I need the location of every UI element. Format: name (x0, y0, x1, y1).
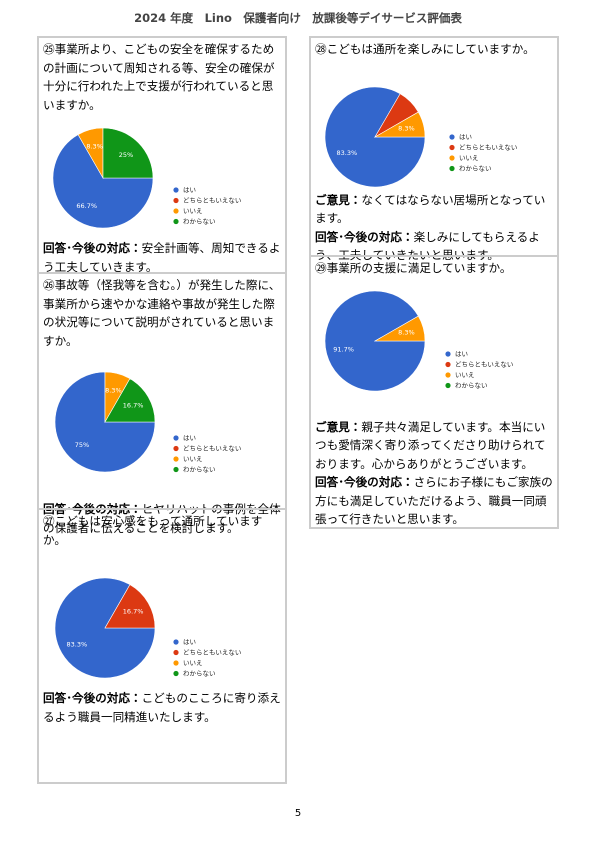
legend-swatch (173, 670, 179, 677)
legend-swatch (445, 350, 451, 357)
legend-label: いいえ (183, 659, 203, 667)
response-label: 回答･今後の対応： (43, 691, 142, 705)
opinion-text: なくてはならない居場所となっています。 (315, 192, 546, 226)
legend-swatch (449, 144, 455, 150)
pie-slice (104, 378, 156, 423)
pie-slice (373, 315, 426, 341)
data-label: 16.7% (123, 402, 144, 410)
pie-slice (52, 134, 154, 229)
legend-label: いいえ (455, 371, 475, 379)
legend-swatch (449, 133, 455, 140)
data-label: 16.7% (123, 608, 144, 616)
section: ㉗こどもは安心感をもって通所していますか。 83.3% 16.7% はいどちらともいえ… (39, 508, 285, 784)
right-column: ㉘こどもは通所を楽しみにしていますか。 83.3% 8.3% はい どちらともいえないい… (309, 36, 559, 529)
legend-label: どちらともいえない (459, 143, 517, 151)
pie-slice (104, 584, 156, 629)
legend-label: はい (183, 186, 196, 194)
section: ㉕事業所より、こどもの安全を確保するための計画について周知される等、安全の確保が… (39, 38, 285, 274)
legend-label: どちらともいえない (455, 360, 513, 368)
legend-label: わからない (459, 164, 492, 172)
legend-swatch (449, 154, 455, 161)
legend-label: いいえ (183, 207, 203, 215)
question: ㉘こどもは通所を楽しみにしていますか。 (315, 42, 535, 56)
data-label: 83.3% (337, 149, 358, 157)
left-column: ㉕事業所より、こどもの安全を確保するための計画について周知される等、安全の確保が… (37, 36, 287, 784)
question: ㉖事故等（怪我等を含む。）が発生した際に、事業所から速やかな連絡や事故が発生した… (43, 278, 281, 348)
legend-label: いいえ (183, 455, 203, 463)
legend-swatch (173, 197, 179, 204)
opinion-label: ご意見： (315, 419, 362, 434)
data-label: 8.3% (105, 387, 122, 395)
section: ㉖事故等（怪我等を含む。）が発生した際に、事業所から速やかな連絡や事故が発生した… (39, 272, 285, 535)
data-label: 8.3% (398, 328, 415, 336)
legend-swatch (173, 218, 179, 225)
data-label: 75% (75, 441, 89, 449)
data-label: 66.7% (76, 202, 97, 210)
pie-slice (54, 371, 156, 473)
legend-label: わからない (455, 381, 488, 389)
page-number: 5 (294, 808, 302, 819)
data-label: 91.7% (333, 345, 354, 353)
opinion: ご意見：親子共々満足しています。本当にいつも愛情深く寄り添ってくださり助けられて… (315, 418, 554, 474)
response-text: さらにお子様にもご家族の方にも満足していただけるよう、職員一同頑張って行きたいと… (315, 475, 553, 526)
data-label: 25% (119, 151, 133, 159)
pie-slice (373, 111, 426, 137)
response: 回答･今後の対応：こどものこころに寄り添えるよう職員一同精進いたします。 (43, 689, 282, 726)
page-title: 2024 年度 Lino 保護者向け 放課後等デイサービス評価表 (134, 11, 462, 25)
legend-swatch (445, 371, 451, 378)
response: 回答･今後の対応：さらにお子様にもご家族の方にも満足していただけるよう、職員一同… (315, 473, 554, 529)
question: ㉗こどもは安心感をもって通所していますか。 (43, 514, 263, 547)
response-label: 回答･今後の対応： (315, 475, 414, 489)
legend-label: はい (455, 350, 468, 358)
legend-label: どちらともいえない (183, 649, 241, 657)
legend-swatch (173, 660, 179, 666)
response-text: こどものこころに寄り添えるよう職員一同精進いたします。 (43, 691, 281, 724)
response-label: 回答･今後の対応： (315, 229, 414, 244)
legend-label: わからない (183, 466, 216, 474)
legend-swatch (449, 165, 455, 171)
legend-swatch (445, 382, 451, 388)
response-label: 回答･今後の対応： (43, 241, 142, 255)
response: 回答･今後の対応：安全計画等、周知できるよう工夫していきます。 (43, 239, 282, 276)
legend-label: わからない (183, 670, 216, 678)
legend-label: わからない (183, 218, 216, 226)
legend-swatch (173, 639, 179, 645)
response-text: 安全計画等、周知できるよう工夫していきます。 (43, 241, 281, 274)
legend-label: はい (183, 434, 196, 442)
data-label: 8.3% (86, 143, 103, 151)
data-label: 83.3% (67, 640, 88, 648)
section: ㉙事業所の支援に満足していますか。 91.7% 8.3% はいどちらともいえない いいえ… (311, 255, 557, 529)
data-label: 8.3% (398, 124, 415, 132)
pie-slice (102, 127, 154, 179)
section: ㉘こどもは通所を楽しみにしていますか。 83.3% 8.3% はいどちらともいえないい… (311, 38, 557, 262)
legend-swatch (173, 187, 179, 193)
legend-label: はい (183, 638, 196, 646)
legend-swatch (173, 456, 179, 462)
legend-swatch (173, 445, 179, 452)
question: ㉕事業所より、こどもの安全を確保するための計画について周知される等、安全の確保が… (43, 42, 275, 112)
legend-swatch (173, 466, 179, 473)
legend-swatch (173, 208, 179, 214)
opinion-label: ご意見： (315, 192, 362, 207)
question: ㉙事業所の支援に満足していますか。 (315, 261, 512, 275)
legend-label: いいえ (459, 154, 479, 162)
opinion-text: 親子共々満足しています。本当にいつも愛情深く寄り添ってくださり助けられております… (315, 419, 546, 471)
opinion: ご意見：なくてはならない居場所となっています。 (315, 191, 554, 228)
legend-label: どちらともいえない (183, 445, 241, 453)
legend-label: どちらともいえない (183, 197, 241, 205)
legend-label: はい (459, 133, 472, 141)
legend-swatch (173, 649, 179, 656)
legend-swatch (445, 361, 451, 367)
legend-swatch (173, 435, 179, 441)
